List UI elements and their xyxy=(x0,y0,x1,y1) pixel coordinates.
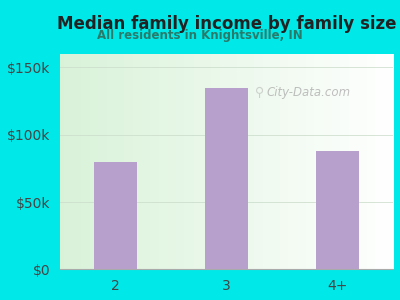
Bar xyxy=(206,88,248,269)
Bar xyxy=(94,162,137,269)
Title: Median family income by family size: Median family income by family size xyxy=(57,15,396,33)
Bar xyxy=(316,151,359,269)
Text: All residents in Knightsville, IN: All residents in Knightsville, IN xyxy=(97,28,303,41)
Text: ⚲: ⚲ xyxy=(255,85,264,99)
Text: City-Data.com: City-Data.com xyxy=(266,86,351,99)
